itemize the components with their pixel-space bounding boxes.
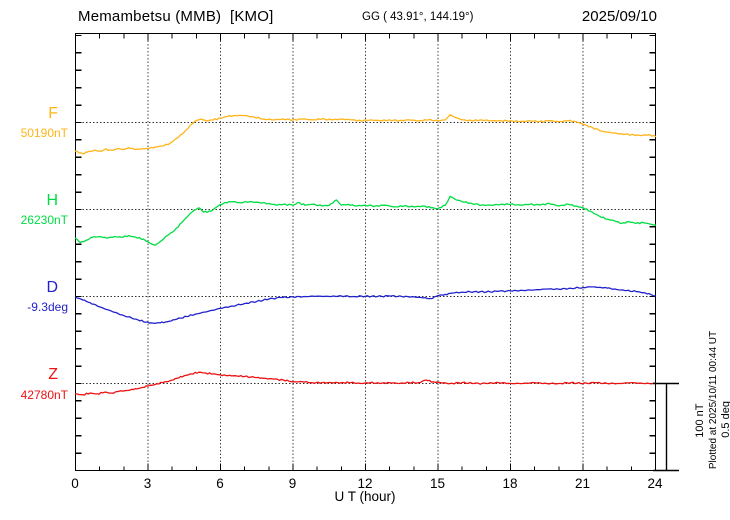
scale-deg-label: 0.5 deg [720,401,730,438]
trace-H [74,195,657,246]
channel-value-F: 50190nT [20,126,68,140]
station-title: Memambetsu (MMB) [KMO] [78,8,274,25]
channel-value-H: 26230nT [20,213,68,227]
x-tick-label-24: 24 [647,476,663,491]
trace-F [74,114,657,155]
x-tick-label-15: 15 [429,476,446,491]
axis-ticks [75,33,656,471]
observation-date: 2025/09/10 [581,8,657,25]
trace-group-F [74,114,657,155]
trace-group-D [74,286,657,324]
x-tick-label-3: 3 [143,476,152,491]
channel-value-D: -9.3deg [27,300,68,314]
channel-label-Z: Z [48,366,58,383]
trace-group-H [74,195,657,246]
trace-D [74,286,657,324]
amplitude-scale-label: 100 nT 0.5 deg [681,401,730,450]
x-tick-label-9: 9 [288,476,297,491]
x-tick-label-6: 6 [216,476,224,491]
trace-Z [74,371,657,396]
trace-group-Z [74,371,657,396]
grid-lines [75,33,656,471]
x-tick-label-21: 21 [574,476,591,491]
x-axis-label: U T (hour) [334,489,396,504]
channel-label-H: H [46,192,58,209]
x-tick-label-0: 0 [71,476,79,491]
scale-nt-label: 100 nT [694,403,706,438]
channel-label-D: D [46,279,58,296]
channel-label-F: F [48,105,58,122]
geographic-coordinates: GG ( 43.91°, 144.19°) [362,11,474,23]
amplitude-scale-bar [653,382,679,472]
plotted-at-timestamp: Plotted at 2025/10/11 00:44 UT [708,330,719,470]
channel-value-Z: 42780nT [20,388,68,402]
x-tick-label-18: 18 [502,476,518,491]
x-tick-label-12: 12 [357,476,373,491]
